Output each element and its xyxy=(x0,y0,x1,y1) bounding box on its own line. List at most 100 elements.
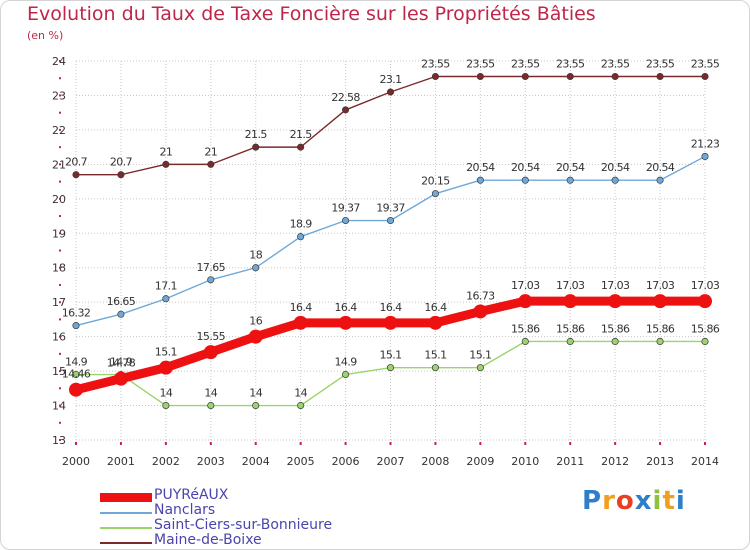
data-label: 21 xyxy=(204,145,217,158)
data-label: 14 xyxy=(249,387,262,400)
data-point xyxy=(566,337,574,346)
data-point xyxy=(69,382,83,397)
data-label: 14.9 xyxy=(65,356,88,369)
data-label: 16.4 xyxy=(379,301,402,314)
data-point xyxy=(386,364,395,372)
x-tick-label: 2007 xyxy=(377,455,405,468)
data-point xyxy=(252,143,260,151)
data-label: 20.54 xyxy=(466,161,495,174)
data-label: 19.37 xyxy=(376,202,405,215)
data-point xyxy=(117,310,125,318)
data-point xyxy=(521,337,529,346)
data-label: 17.03 xyxy=(556,279,585,292)
data-label: 15.86 xyxy=(691,322,720,335)
data-label: 23.55 xyxy=(556,58,585,71)
data-point xyxy=(207,401,215,410)
data-label: 20.54 xyxy=(646,161,675,174)
data-point xyxy=(297,233,305,241)
data-point xyxy=(207,276,215,284)
data-point xyxy=(297,143,305,151)
data-point xyxy=(428,315,443,330)
data-label: 16.32 xyxy=(62,307,91,320)
legend-label: Maine-de-Boixe xyxy=(154,532,262,548)
data-label: 23.55 xyxy=(646,58,675,71)
data-label: 16.4 xyxy=(290,301,313,314)
data-label: 21.5 xyxy=(290,128,313,141)
x-tick-label: 2006 xyxy=(332,455,360,468)
data-label: 15.1 xyxy=(379,349,401,362)
data-point xyxy=(431,72,439,81)
data-point xyxy=(72,370,80,379)
data-label: 14.9 xyxy=(110,356,133,369)
logo-letter: i xyxy=(652,486,663,516)
x-tick-label: 2001 xyxy=(107,455,135,468)
x-tick-label: 2009 xyxy=(466,455,494,468)
data-label: 18.9 xyxy=(290,218,313,231)
data-point xyxy=(701,337,709,346)
legend-label: Nanclars xyxy=(154,502,216,518)
x-tick-label: 2005 xyxy=(287,455,315,468)
x-tick-label: 2008 xyxy=(421,455,449,468)
data-label: 16 xyxy=(249,315,262,328)
data-point xyxy=(162,295,170,303)
data-label: 22.58 xyxy=(331,91,360,104)
data-label: 15.86 xyxy=(556,322,585,335)
data-label: 17.1 xyxy=(155,280,177,293)
logo-letter: x xyxy=(634,486,653,516)
data-label: 19.37 xyxy=(331,202,360,215)
x-tick-label: 2011 xyxy=(556,455,584,468)
data-label: 20.54 xyxy=(601,161,630,174)
logo-letter: t xyxy=(662,486,676,516)
x-tick-label: 2014 xyxy=(691,455,719,468)
logo-letter: P xyxy=(582,486,603,516)
data-label: 20.15 xyxy=(421,175,450,188)
data-label: 20.54 xyxy=(556,161,585,174)
chart-unit: (en %) xyxy=(27,29,64,42)
data-label: 14 xyxy=(204,387,217,400)
data-label: 20.7 xyxy=(110,156,133,169)
data-point xyxy=(252,264,260,272)
legend-swatch xyxy=(100,512,152,514)
data-point xyxy=(252,401,260,410)
x-tick-label: 2003 xyxy=(197,455,225,468)
data-point xyxy=(386,88,395,96)
data-point xyxy=(383,315,398,330)
data-point xyxy=(476,364,484,372)
data-point xyxy=(162,160,170,168)
proxiti-logo: Proxiti xyxy=(582,486,686,516)
data-point xyxy=(476,72,484,81)
data-label: 23.55 xyxy=(691,58,720,71)
data-point xyxy=(566,176,574,184)
data-point xyxy=(248,329,263,344)
data-point xyxy=(473,304,488,319)
legend-swatch xyxy=(100,527,152,529)
data-label: 14 xyxy=(294,387,307,400)
data-label: 14.9 xyxy=(335,356,358,369)
data-label: 21 xyxy=(159,145,172,158)
data-label: 16.4 xyxy=(424,301,447,314)
x-tick-label: 2012 xyxy=(601,455,629,468)
data-point xyxy=(386,216,395,225)
data-point xyxy=(342,106,350,114)
data-label: 20.54 xyxy=(511,161,540,174)
data-point xyxy=(431,190,439,198)
data-label: 15.86 xyxy=(646,322,675,335)
data-point xyxy=(611,337,619,346)
data-label: 18 xyxy=(249,249,262,262)
x-tick-label: 2010 xyxy=(511,455,539,468)
data-point xyxy=(162,401,170,410)
data-point xyxy=(611,72,619,81)
data-point xyxy=(338,315,353,330)
data-label: 23.1 xyxy=(379,73,401,86)
data-label: 15.1 xyxy=(424,349,446,362)
data-point xyxy=(476,176,484,184)
data-point xyxy=(656,337,664,346)
data-point xyxy=(72,322,80,330)
data-label: 14 xyxy=(159,387,172,400)
data-label: 15.86 xyxy=(601,322,630,335)
data-point xyxy=(608,294,623,309)
data-point xyxy=(611,176,619,184)
data-point xyxy=(656,72,664,81)
chart-title: Evolution du Taux de Taxe Foncière sur l… xyxy=(27,3,596,25)
